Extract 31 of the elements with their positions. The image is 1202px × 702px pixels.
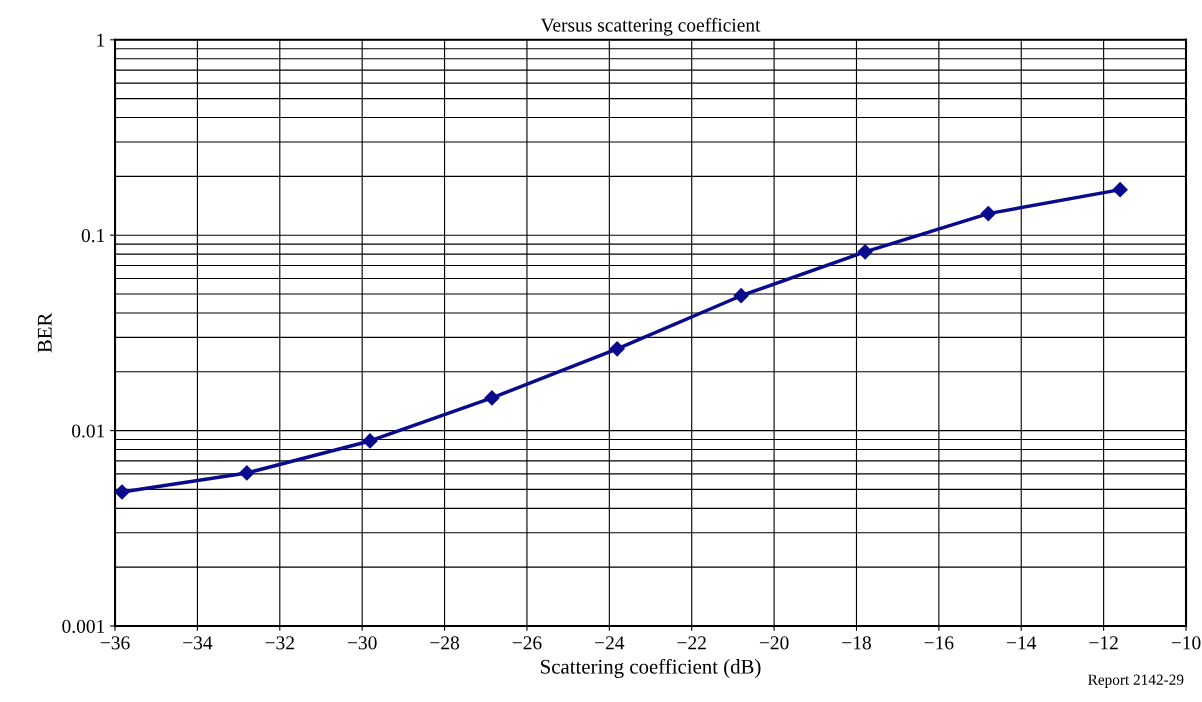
x-tick-label: −36 bbox=[100, 636, 130, 650]
point bbox=[115, 484, 130, 500]
point bbox=[362, 433, 378, 449]
point bbox=[980, 206, 996, 222]
x-tick-label: −22 bbox=[677, 636, 706, 650]
point bbox=[609, 341, 625, 357]
chart-title: Versus scattering coefficient bbox=[540, 17, 761, 36]
x-tick-label: −34 bbox=[183, 636, 213, 650]
x-tick-label: −14 bbox=[1007, 636, 1037, 650]
x-tick-label: −32 bbox=[265, 636, 294, 650]
text: Report 2142-29 bbox=[1088, 674, 1184, 688]
x-tick-label: −12 bbox=[1089, 636, 1118, 650]
point bbox=[733, 288, 749, 304]
y-axis-title: BER bbox=[37, 312, 52, 353]
point bbox=[484, 390, 500, 406]
x-tick-label: −28 bbox=[430, 636, 460, 650]
y-tick-label: 0.01 bbox=[72, 424, 105, 438]
x-tick-label: −18 bbox=[842, 636, 871, 650]
x-tick-label: −20 bbox=[759, 636, 789, 650]
x-tick-label: −26 bbox=[512, 636, 542, 650]
x-axis-title: Scattering coefficient (dB) bbox=[541, 658, 761, 679]
y-tick-label: 0.001 bbox=[62, 619, 105, 633]
y-tick-label: 0.1 bbox=[81, 229, 105, 243]
x-tick-label: −30 bbox=[347, 636, 377, 650]
x-tick-label: −10 bbox=[1171, 636, 1201, 650]
point bbox=[857, 244, 873, 260]
point bbox=[239, 465, 255, 481]
x-tick-label: −16 bbox=[924, 636, 954, 650]
y-tick-label: 1 bbox=[97, 33, 105, 47]
x-tick-label: −24 bbox=[595, 636, 625, 650]
point bbox=[1112, 182, 1128, 198]
